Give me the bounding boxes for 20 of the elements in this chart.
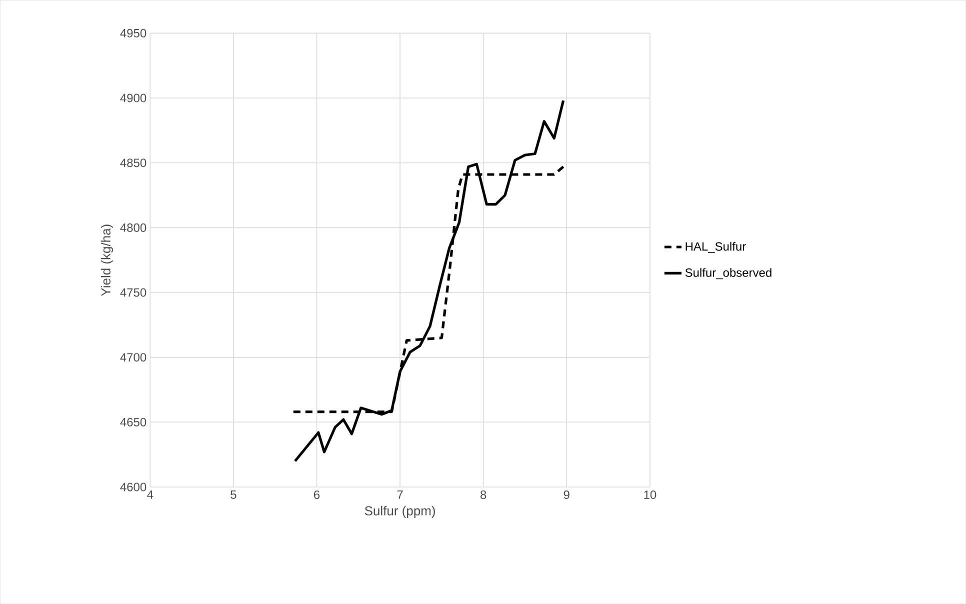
y-tick-label: 4850 bbox=[120, 158, 146, 168]
y-tick-label: 4950 bbox=[120, 28, 146, 38]
x-tick-label: 9 bbox=[564, 490, 570, 499]
x-tick-label: 6 bbox=[314, 490, 320, 499]
x-tick-label: 5 bbox=[230, 490, 236, 499]
x-tick-label: 4 bbox=[147, 490, 154, 499]
x-tick-label: 7 bbox=[397, 490, 403, 499]
x-axis-title: Sulfur (ppm) bbox=[364, 506, 435, 518]
y-tick-label: 4750 bbox=[120, 288, 146, 297]
legend-label: Sulfur_observed bbox=[685, 268, 772, 280]
x-tick-label: 8 bbox=[480, 490, 486, 499]
x-tick-label: 10 bbox=[644, 490, 656, 499]
y-tick-label: 4650 bbox=[120, 418, 146, 426]
y-tick-label: 4600 bbox=[120, 482, 146, 492]
y-tick-label: 4900 bbox=[120, 94, 146, 102]
y-tick-label: 4700 bbox=[120, 353, 146, 362]
legend-label: HAL_Sulfur bbox=[686, 242, 746, 253]
y-tick-label: 4800 bbox=[120, 223, 146, 232]
line-series bbox=[294, 99, 565, 462]
y-axis-title: Yield (kg/ha) bbox=[100, 224, 114, 296]
